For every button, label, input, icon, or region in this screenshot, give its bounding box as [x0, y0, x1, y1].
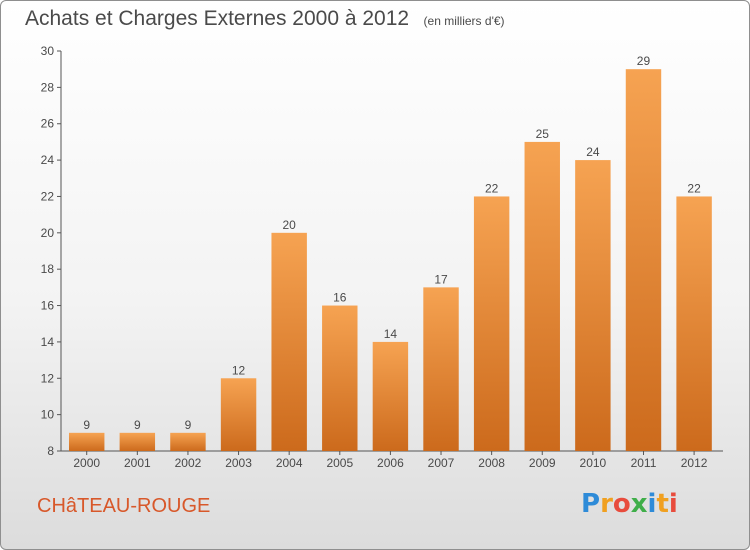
value-label-2004: 20 [282, 218, 296, 232]
value-label-2003: 12 [232, 363, 246, 377]
x-tick-label-2002: 2002 [175, 456, 202, 470]
proxiti-logo: Proxiti [581, 489, 678, 519]
value-label-2008: 22 [485, 181, 499, 195]
x-tick-label-2010: 2010 [580, 456, 607, 470]
x-tick-label-2001: 2001 [124, 456, 151, 470]
value-label-2005: 16 [333, 291, 347, 305]
x-tick-label-2005: 2005 [326, 456, 353, 470]
x-tick-label-2003: 2003 [225, 456, 252, 470]
x-tick-label-2004: 2004 [276, 456, 303, 470]
bar-2011 [625, 69, 662, 451]
bar-2003 [220, 378, 257, 451]
chart-title: Achats et Charges Externes 2000 à 2012 (… [25, 7, 505, 31]
bar-2001 [119, 432, 156, 451]
x-tick-label-2000: 2000 [73, 456, 100, 470]
bar-2002 [170, 432, 206, 451]
value-label-2012: 22 [687, 181, 701, 195]
bar-2004 [271, 232, 307, 451]
subtitle-text: (en milliers d'€) [423, 14, 505, 28]
logo-letter: o [612, 489, 631, 519]
value-labels: 9 9 9 12 20 16 14 17 22 25 24 29 22 [83, 54, 701, 432]
y-tick-label: 24 [41, 153, 55, 167]
bar-2009 [524, 141, 560, 451]
value-label-2002: 9 [185, 418, 192, 432]
value-label-2009: 25 [536, 127, 550, 141]
x-tick-label-2008: 2008 [478, 456, 505, 470]
y-tick-label: 14 [41, 335, 55, 349]
y-tick-label: 20 [41, 226, 55, 240]
value-label-2001: 9 [134, 418, 141, 432]
x-tick-label-2006: 2006 [377, 456, 404, 470]
y-tick-label: 30 [41, 44, 55, 58]
logo-letter: r [600, 489, 613, 519]
y-tick-label: 26 [41, 117, 55, 131]
value-label-2010: 24 [586, 145, 600, 159]
logo-letter: i [668, 489, 678, 519]
bar-2000 [69, 432, 105, 451]
value-label-2011: 29 [637, 54, 651, 68]
x-tick-label-2011: 2011 [631, 456, 657, 470]
y-tick-label: 28 [41, 80, 55, 94]
value-label-2006: 14 [384, 327, 398, 341]
logo-letter: P [581, 489, 601, 519]
bars [69, 69, 712, 451]
bar-2010 [575, 160, 611, 451]
y-tick-label: 16 [41, 299, 55, 313]
x-tick-label-2007: 2007 [428, 456, 455, 470]
logo-letter: t [656, 489, 669, 519]
y-tick-label: 22 [41, 189, 55, 203]
value-label-2000: 9 [83, 418, 90, 432]
bar-2006 [372, 341, 409, 451]
bar-2008 [473, 196, 510, 451]
logo-letter: i [647, 489, 657, 519]
value-label-2007: 17 [434, 272, 448, 286]
title-text: Achats et Charges Externes 2000 à 2012 [25, 7, 410, 30]
commune-name: CHâTEAU-ROUGE [37, 495, 211, 517]
bar-2007 [423, 287, 459, 451]
x-tick-label-2012: 2012 [681, 456, 708, 470]
y-tick-label: 18 [41, 262, 55, 276]
bar-2012 [676, 196, 712, 451]
y-tick-label: 10 [41, 408, 55, 422]
y-tick-label: 12 [41, 371, 55, 385]
bar-2005 [322, 305, 358, 451]
x-tick-label-2009: 2009 [529, 456, 556, 470]
logo-letter: x [630, 489, 648, 519]
y-tick-label: 8 [47, 444, 54, 458]
